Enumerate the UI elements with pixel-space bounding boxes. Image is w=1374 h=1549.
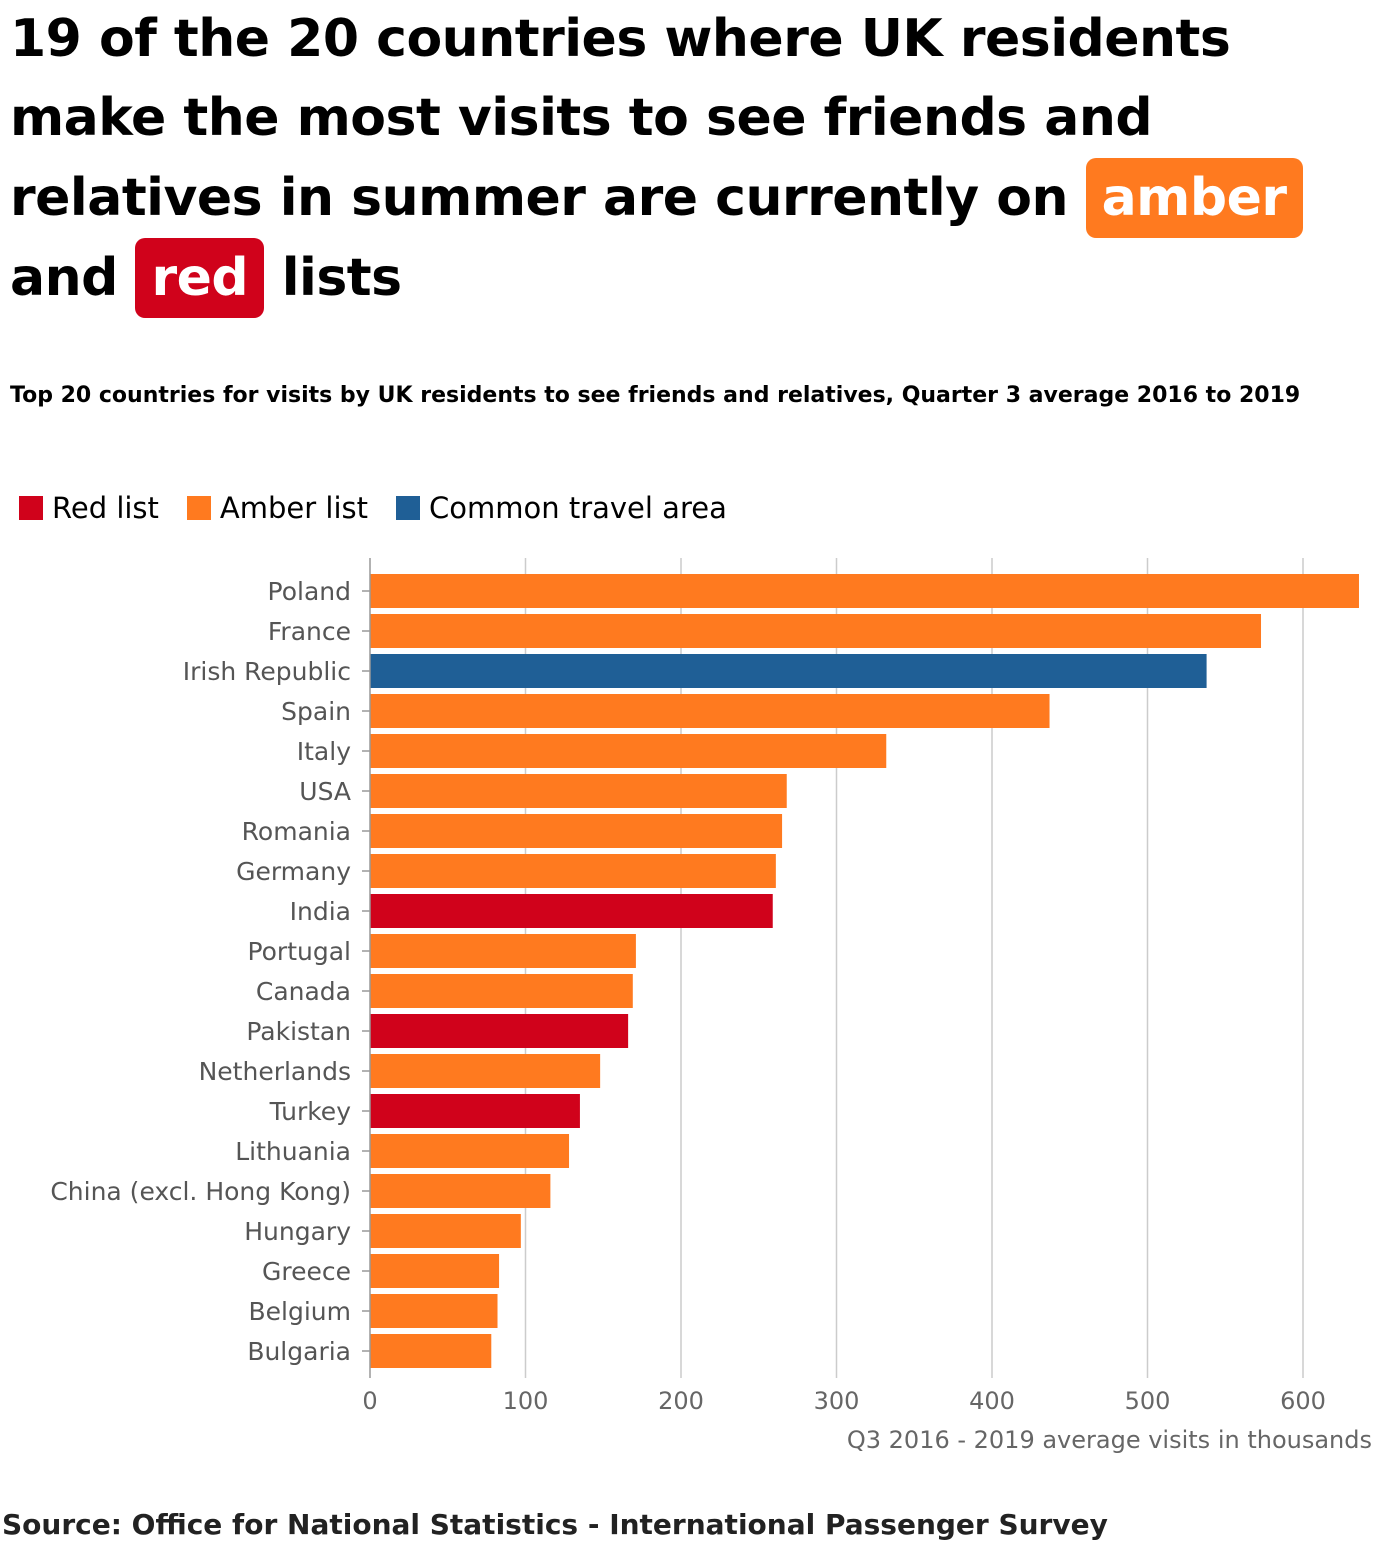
headline-text-and: and [10,248,118,308]
amber-highlight: amber [1085,158,1303,238]
bar [370,654,1207,688]
bar [370,1334,492,1368]
y-tick-label: Belgium [249,1297,352,1326]
bar [370,1014,629,1048]
y-tick-label: France [268,617,351,646]
legend-item: Red list [19,491,159,525]
bar [370,614,1262,648]
x-tick-label: 600 [1280,1387,1326,1415]
headline-text-lists: lists [281,248,402,308]
y-tick-label: India [290,897,351,926]
y-tick-label: Irish Republic [183,657,351,686]
bar [370,1294,498,1328]
legend-label: Common travel area [429,491,727,525]
x-tick-label: 0 [362,1387,377,1415]
legend-item: Amber list [186,491,368,525]
bar [370,1254,500,1288]
y-tick-label: Canada [256,977,351,1006]
bar [370,1054,601,1088]
y-tick-label: Romania [242,817,351,846]
x-tick-label: 200 [658,1387,704,1415]
legend: Red list Amber list Common travel area [19,488,755,528]
bar [370,694,1050,728]
source-note: Source: Office for National Statistics -… [2,1508,1108,1541]
bar [370,774,787,808]
bar [370,1214,521,1248]
x-tick-label: 300 [814,1387,860,1415]
bar [370,734,887,768]
legend-swatch [186,496,211,520]
bar-chart: 0 100 200 300 400 500 600 Poland France Irish Rep… [50,558,1372,1454]
y-tick-label: USA [299,777,351,806]
bar [370,814,783,848]
bar [370,1094,580,1128]
bar [370,934,636,968]
y-tick-label: Pakistan [246,1017,351,1046]
y-tick-label: Lithuania [235,1137,351,1166]
legend-swatch [396,496,420,520]
bar [370,1174,551,1208]
y-tick-label: Poland [268,577,351,606]
y-tick-label: Turkey [269,1097,352,1126]
bar [370,854,776,888]
bar [370,894,773,928]
chart-subtitle: Top 20 countries for visits by UK reside… [10,383,1301,408]
legend-label: Amber list [219,491,368,525]
y-tick-label: China (excl. Hong Kong) [50,1177,351,1206]
legend-swatch [19,496,43,520]
y-tick-label: Greece [262,1257,351,1286]
bar [370,974,633,1008]
bar [370,574,1359,608]
red-highlight: red [135,238,265,318]
headline: 19 of the 20 countries where UK resident… [10,0,1370,318]
bar [370,1134,570,1168]
y-tick-label: Spain [281,697,351,726]
y-tick-label: Hungary [244,1217,351,1246]
x-tick-label: 100 [503,1387,549,1415]
headline-text: 19 of the 20 countries where UK resident… [10,9,1231,228]
x-axis-title: Q3 2016 - 2019 average visits in thousan… [847,1426,1372,1454]
legend-label: Red list [52,491,159,525]
y-tick-label: Germany [236,857,351,886]
y-tick-label: Bulgaria [247,1337,351,1366]
x-tick-label: 400 [969,1387,1015,1415]
y-tick-label: Netherlands [199,1057,351,1086]
x-tick-label: 500 [1125,1387,1171,1415]
y-tick-label: Italy [297,737,351,766]
legend-item: Common travel area [396,491,727,525]
y-tick-label: Portugal [247,937,351,966]
